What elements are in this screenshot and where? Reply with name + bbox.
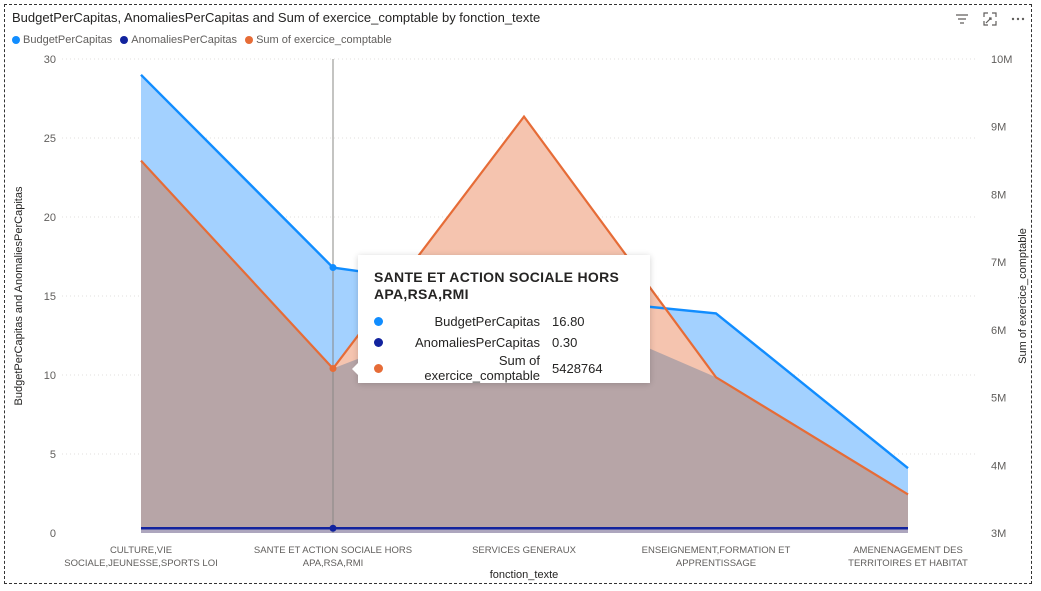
legend-dot-budget — [12, 36, 20, 44]
exercice-point — [329, 365, 337, 373]
tooltip-row-exercice: Sum of exercice_comptable 5428764 — [374, 353, 634, 383]
y-axis-tick-label: 25 — [44, 133, 56, 145]
more-options-icon[interactable] — [1011, 12, 1025, 29]
legend-label-exercice: Sum of exercice_comptable — [256, 34, 392, 46]
y2-axis-tick-label: 7M — [991, 257, 1006, 269]
x-axis-title: fonction_texte — [490, 569, 559, 581]
filter-icon[interactable] — [955, 12, 969, 29]
tooltip-dot-exercice — [374, 363, 383, 373]
legend: BudgetPerCapitas AnomaliesPerCapitas Sum… — [12, 34, 392, 46]
legend-item-budget[interactable]: BudgetPerCapitas — [12, 34, 112, 46]
budget-point — [329, 264, 337, 272]
tooltip-title-line1: SANTE ET ACTION SOCIALE HORS — [374, 269, 620, 285]
chart-title: BudgetPerCapitas, AnomaliesPerCapitas an… — [12, 10, 541, 25]
tooltip-value: 5428764 — [552, 360, 603, 376]
y-axis-tick-label: 20 — [44, 212, 56, 224]
y-axis-title: BudgetPerCapitas and AnomaliesPerCapitas — [13, 186, 25, 405]
legend-item-anomalies[interactable]: AnomaliesPerCapitas — [120, 34, 237, 46]
y2-axis-tick-label: 9M — [991, 122, 1006, 134]
series-points — [329, 264, 337, 532]
legend-dot-anomalies — [120, 36, 129, 44]
tooltip-row-budget: BudgetPerCapitas 16.80 — [374, 311, 634, 332]
exercice-line — [140, 114, 909, 496]
tooltip-dot-anomalies — [374, 338, 383, 347]
tooltip-dot-budget — [374, 317, 383, 326]
tooltip-name: Sum of exercice_comptable — [424, 353, 540, 383]
x-axis-tick-label: SOCIALE,JEUNESSE,SPORTS LOI — [64, 558, 217, 569]
tooltip-name: AnomaliesPerCapitas — [414, 335, 540, 350]
x-axis-tick-label: AMENENAGEMENT DES — [853, 545, 963, 556]
y2-axis-tick-label: 3M — [991, 528, 1006, 540]
y2-axis-tick-label: 4M — [991, 460, 1006, 472]
y-axis-tick-label: 10 — [44, 370, 56, 382]
x-axis-tick-label: TERRITOIRES ET HABITAT — [848, 558, 968, 569]
y-axis-tick-label: 15 — [44, 291, 56, 303]
legend-label-anomalies: AnomaliesPerCapitas — [131, 34, 238, 46]
y2-axis-tick-label: 5M — [991, 393, 1006, 405]
legend-dot-exercice — [245, 36, 254, 44]
tooltip: SANTE ET ACTION SOCIALE HORS APA,RSA,RMI… — [352, 255, 650, 383]
tooltip-value: 0.30 — [552, 335, 578, 350]
tooltip-title-line2: APA,RSA,RMI — [374, 286, 469, 302]
y-axis-tick-label: 30 — [44, 54, 56, 66]
x-axis-tick-label: CULTURE,VIE — [110, 545, 172, 556]
visual-frame — [4, 4, 1032, 584]
focus-mode-icon[interactable] — [983, 12, 997, 29]
x-axis-tick-label: SANTE ET ACTION SOCIALE HORS — [254, 545, 412, 556]
y2-axis-title: Sum of exercice_comptable — [1017, 228, 1029, 364]
anomalies-point — [329, 524, 337, 532]
axes: 0 5 10 15 20 25 30 3M 4M 5M 6M 7M 8M 9M 10M CULTURE,VIE… — [13, 54, 1029, 581]
y2-axis-tick-label: 10M — [991, 54, 1012, 66]
tooltip-value: 16.80 — [552, 314, 585, 329]
legend-label-budget: BudgetPerCapitas — [23, 34, 113, 46]
y2-axis-tick-label: 6M — [991, 325, 1006, 337]
x-axis-tick-label: APA,RSA,RMI — [303, 558, 364, 569]
visual-toolbar — [955, 12, 1025, 29]
y-axis-tick-label: 0 — [50, 528, 56, 540]
legend-item-exercice[interactable]: Sum of exercice_comptable — [245, 34, 392, 46]
y2-axis-tick-label: 8M — [991, 189, 1006, 201]
tooltip-row-anomalies: AnomaliesPerCapitas 0.30 — [374, 332, 634, 353]
x-axis-tick-label: SERVICES GENERAUX — [472, 545, 576, 556]
tooltip-arrow — [352, 363, 358, 375]
x-axis-tick-label: APPRENTISSAGE — [676, 558, 756, 569]
x-axis-tick-label: ENSEIGNEMENT,FORMATION ET — [642, 545, 791, 556]
y-axis-tick-label: 5 — [50, 449, 56, 461]
tooltip-title: SANTE ET ACTION SOCIALE HORS APA,RSA,RMI — [374, 269, 634, 303]
tooltip-name: BudgetPerCapitas — [434, 314, 540, 329]
